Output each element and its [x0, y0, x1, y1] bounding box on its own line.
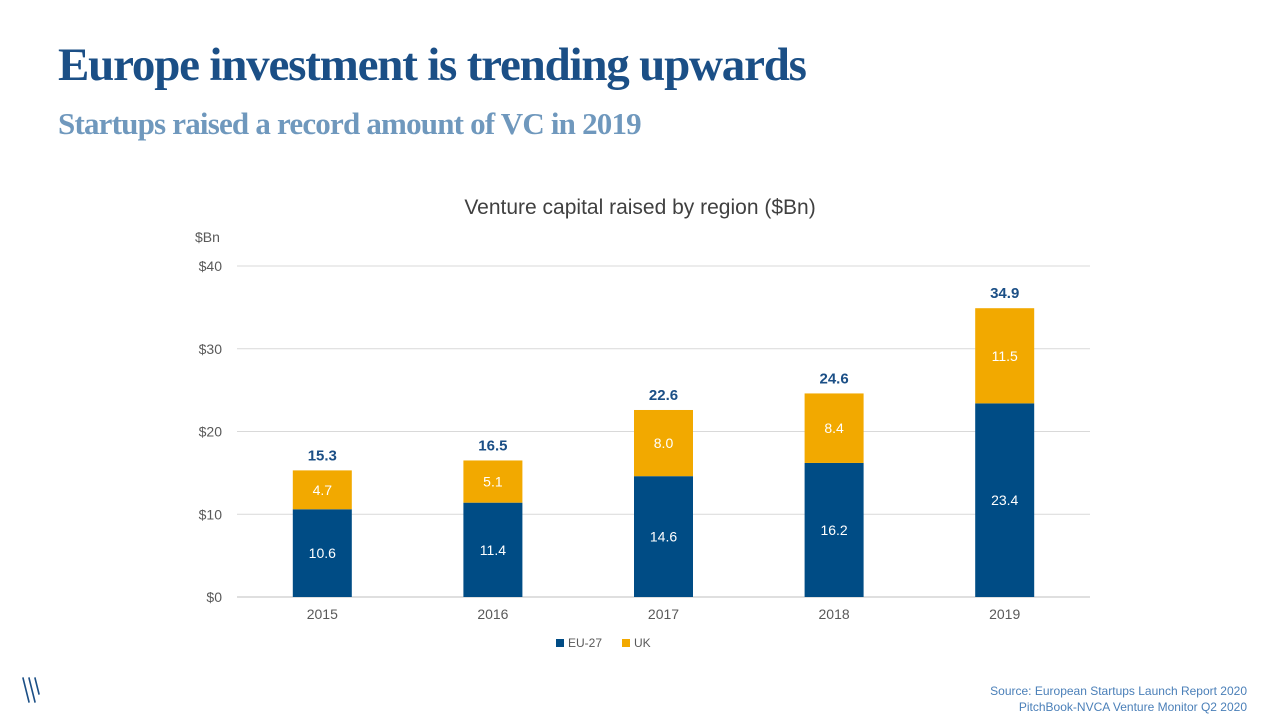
bar-segment-eu-27 [463, 502, 523, 597]
legend-swatch [622, 639, 630, 647]
bar-segment-value-label: 11.5 [992, 348, 1018, 364]
y-tick-label: $10 [199, 506, 223, 522]
bar-segment-uk [975, 308, 1035, 404]
source-note: Source: European Startups Launch Report … [990, 683, 1247, 715]
page-title: Europe investment is trending upwards [58, 39, 807, 91]
y-tick-label: $0 [206, 589, 222, 605]
bar-segment-eu-27 [292, 509, 352, 597]
y-axis-unit-label: $Bn [195, 229, 220, 245]
bar-segment-value-label: 5.1 [483, 474, 503, 490]
legend-swatch [556, 639, 564, 647]
y-tick-label: $30 [199, 341, 223, 357]
y-tick-label: $20 [199, 424, 223, 440]
bar-segment-value-label: 8.0 [654, 435, 674, 451]
stacked-bar-chart: Venture capital raised by region ($Bn) $… [195, 196, 1090, 650]
x-tick-label: 2018 [819, 606, 850, 622]
bars: 10.6 4.7 15.3 11.4 5.1 16.5 14.6 8.0 22.6 16.2 8.4… [292, 285, 1035, 597]
bar-segment-eu-27 [634, 476, 693, 597]
bar-segment-uk [804, 393, 864, 463]
bar-segment-uk [634, 409, 693, 477]
bar-total-label: 24.6 [819, 370, 848, 387]
legend-label: UK [634, 636, 651, 650]
bar-segment-value-label: 8.4 [824, 420, 844, 436]
x-tick-label: 2019 [989, 606, 1020, 622]
page-subtitle: Startups raised a record amount of VC in… [58, 106, 642, 141]
bar-total-label: 22.6 [649, 387, 678, 404]
source-line-2: PitchBook-NVCA Venture Monitor Q2 2020 [1018, 700, 1247, 714]
x-tick-label: 2015 [307, 606, 338, 622]
x-tick-label: 2017 [648, 606, 679, 622]
bar-segment-value-label: 4.7 [313, 482, 333, 498]
x-axis-ticks: 2015 2016 2017 2018 2019 [307, 606, 1021, 622]
legend-label: EU-27 [568, 636, 602, 650]
bar-segment-value-label: 10.6 [309, 545, 336, 561]
source-line-1: Source: European Startups Launch Report … [990, 684, 1247, 698]
chart-title: Venture capital raised by region ($Bn) [464, 196, 815, 219]
bar-segment-eu-27 [975, 403, 1035, 597]
brand-slash-logo-icon [22, 677, 40, 703]
bar-segment-value-label: 23.4 [991, 492, 1018, 508]
legend: EU-27 UK [556, 636, 651, 650]
bar-total-label: 34.9 [990, 285, 1019, 302]
x-tick-label: 2016 [477, 606, 508, 622]
bar-segment-uk [463, 460, 523, 503]
bar-total-label: 15.3 [308, 447, 337, 464]
y-tick-label: $40 [199, 258, 223, 274]
bar-segment-value-label: 14.6 [650, 529, 677, 545]
bar-segment-value-label: 16.2 [820, 522, 847, 538]
y-axis-ticks: $0 $10 $20 $30 $40 [199, 258, 223, 605]
bar-total-label: 16.5 [478, 437, 507, 454]
bar-segment-value-label: 11.4 [480, 542, 506, 558]
bar-segment-uk [292, 470, 352, 510]
bar-segment-eu-27 [804, 462, 864, 597]
